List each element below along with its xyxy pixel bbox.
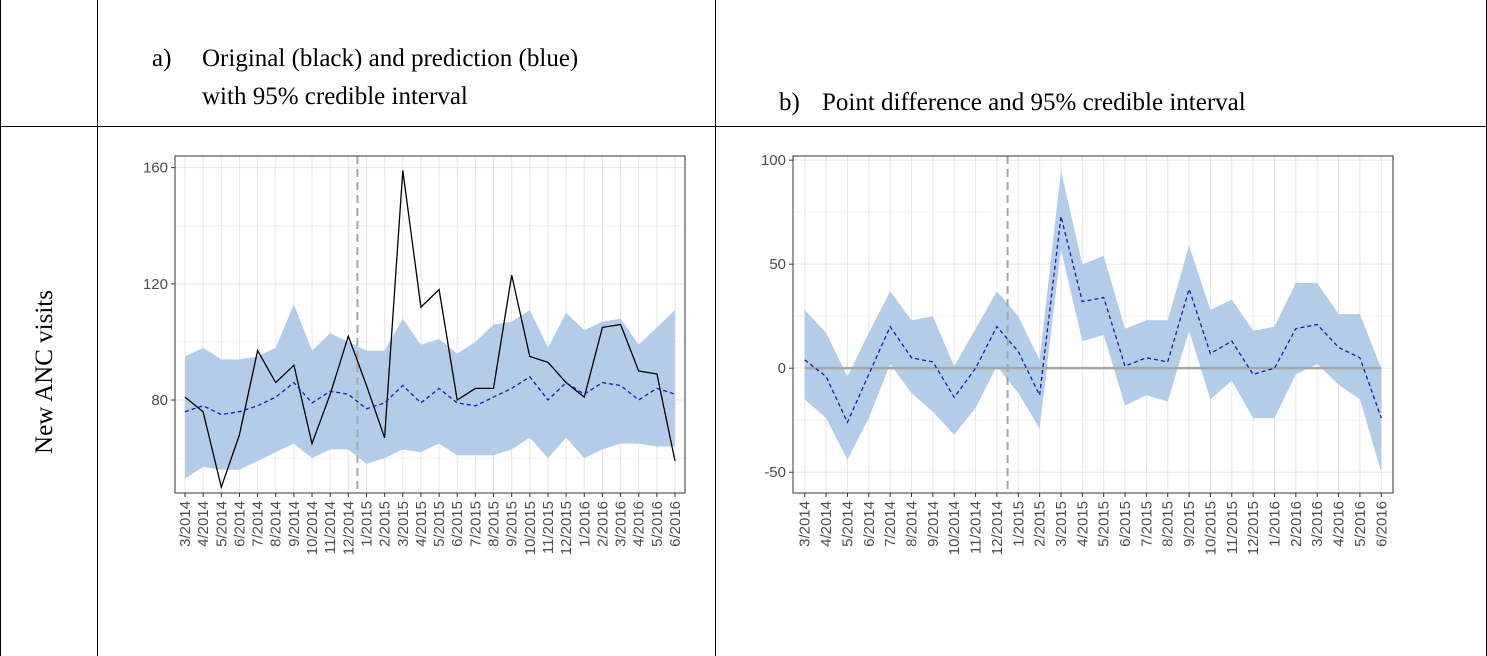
y-tick-label: -50 <box>764 464 786 481</box>
x-tick-label: 4/2016 <box>1331 501 1348 547</box>
x-tick-label: 3/2014 <box>797 501 814 547</box>
x-tick-label: 2/2016 <box>1288 501 1305 547</box>
series-line-difference <box>804 216 1382 424</box>
x-tick-label: 2/2016 <box>594 501 611 547</box>
credible-band <box>804 170 1382 473</box>
x-tick-label: 4/2015 <box>1074 501 1091 547</box>
panel-a-header: a) Original (black) and prediction (blue… <box>152 45 578 110</box>
x-tick-label: 2/2015 <box>377 501 394 547</box>
plot-border <box>792 155 1394 494</box>
row-label: New ANC visits <box>31 290 58 454</box>
x-tick-label: 7/2014 <box>250 501 267 547</box>
x-tick-label: 5/2014 <box>839 501 856 547</box>
panel-b-header: b) Point difference and 95% credible int… <box>779 89 1246 116</box>
x-tick-label: 10/2015 <box>1202 501 1219 555</box>
y-tick-label: 0 <box>778 360 786 377</box>
x-tick-label: 11/2015 <box>540 501 557 554</box>
plot-border <box>174 155 686 494</box>
x-tick-label: 9/2014 <box>286 501 303 547</box>
x-tick-label: 9/2015 <box>1181 501 1198 547</box>
x-tick-label: 6/2015 <box>449 501 466 547</box>
x-tick-label: 12/2014 <box>340 501 357 555</box>
x-tick-label: 6/2016 <box>667 501 684 547</box>
x-tick-label: 12/2015 <box>1245 501 1262 555</box>
x-tick-label: 6/2015 <box>1117 501 1134 547</box>
panel-a-title-line-2: with 95% credible interval <box>202 83 468 110</box>
x-tick-label: 6/2016 <box>1373 501 1390 547</box>
x-tick-label: 12/2014 <box>989 501 1006 555</box>
x-tick-label: 1/2016 <box>1267 501 1284 547</box>
x-tick-label: 4/2014 <box>818 501 835 547</box>
x-tick-label: 1/2015 <box>1010 501 1027 547</box>
y-tick-label: 50 <box>769 256 786 273</box>
x-tick-label: 8/2014 <box>904 501 921 547</box>
x-tick-label: 9/2014 <box>925 501 942 547</box>
y-tick-label: 160 <box>143 160 168 177</box>
x-tick-label: 8/2015 <box>486 501 503 547</box>
x-tick-label: 5/2016 <box>1352 501 1369 547</box>
x-tick-label: 1/2016 <box>576 501 593 547</box>
panel-a-title-line-1: Original (black) and prediction (blue) <box>202 45 578 72</box>
x-tick-label: 6/2014 <box>231 501 248 547</box>
x-tick-label: 10/2014 <box>304 501 321 555</box>
credible-band <box>185 304 675 479</box>
x-tick-label: 5/2015 <box>431 501 448 547</box>
y-tick-label: 80 <box>151 392 168 409</box>
x-tick-label: 4/2015 <box>413 501 430 547</box>
x-tick-label: 6/2014 <box>861 501 878 547</box>
x-tick-label: 7/2015 <box>1138 501 1155 547</box>
y-tick-label: 120 <box>143 276 168 293</box>
panel-a-letter: a) <box>152 45 171 72</box>
x-tick-label: 11/2014 <box>322 501 339 554</box>
series-line-prediction <box>184 375 676 416</box>
panel-b-title-line-1: Point difference and 95% credible interv… <box>822 89 1246 116</box>
x-tick-label: 5/2015 <box>1096 501 1113 547</box>
x-tick-label: 2/2015 <box>1032 501 1049 547</box>
x-tick-label: 3/2014 <box>177 501 194 547</box>
panel-b-letter: b) <box>779 89 800 116</box>
x-tick-label: 5/2016 <box>649 501 666 547</box>
x-tick-label: 3/2016 <box>613 501 630 547</box>
x-tick-label: 10/2015 <box>522 501 539 555</box>
x-tick-label: 5/2014 <box>213 501 230 547</box>
x-tick-label: 7/2015 <box>467 501 484 547</box>
x-tick-label: 1/2015 <box>359 501 376 547</box>
x-tick-label: 8/2014 <box>268 501 285 547</box>
x-tick-label: 4/2016 <box>631 501 648 547</box>
x-tick-label: 3/2015 <box>1053 501 1070 547</box>
x-tick-label: 11/2015 <box>1224 501 1241 554</box>
x-tick-label: 8/2015 <box>1160 501 1177 547</box>
x-tick-label: 10/2014 <box>946 501 963 555</box>
x-tick-label: 12/2015 <box>558 501 575 555</box>
x-tick-label: 3/2015 <box>395 501 412 547</box>
x-tick-label: 9/2015 <box>504 501 521 547</box>
series-line-original <box>184 170 676 490</box>
chart-panel-b: -50 0 50 100 3/2014 4/2014 5/2014 6/2014 7/2014 8… <box>761 152 1394 555</box>
y-tick-label: 100 <box>761 152 786 169</box>
x-tick-label: 7/2014 <box>882 501 899 547</box>
x-tick-label: 11/2014 <box>968 501 985 554</box>
x-tick-label: 3/2016 <box>1309 501 1326 547</box>
x-tick-label: 4/2014 <box>195 501 212 547</box>
